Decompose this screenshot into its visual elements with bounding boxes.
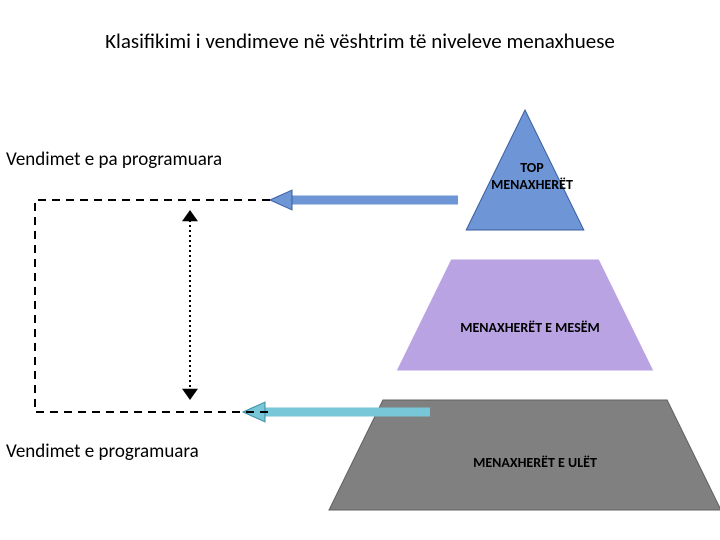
dashed-connector <box>35 200 270 412</box>
pyramid-tier-mid <box>398 260 653 370</box>
arrow-bottom-shaft <box>265 408 430 417</box>
pyramid-mid-label: MENAXHERËT E MESËM <box>440 320 620 337</box>
dotted-vertical-head-up <box>182 210 198 221</box>
label-unprogrammed-decisions: Vendimet e pa programuara <box>6 148 222 171</box>
diagram-stage: Klasifikimi i vendimeve në vështrim të n… <box>0 0 720 540</box>
arrow-top-shaft <box>292 196 458 205</box>
pyramid-bot-label: MENAXHERËT E ULËT <box>445 455 625 472</box>
dotted-vertical-head-down <box>182 389 198 400</box>
pyramid-top-label-line1: TOP <box>520 159 543 176</box>
pyramid-top-label-line2: MENAXHERËT <box>491 176 573 193</box>
label-programmed-decisions: Vendimet e programuara <box>6 440 199 463</box>
arrow-top-head <box>270 190 292 210</box>
pyramid-top-label: TOP MENAXHERËT <box>487 160 577 194</box>
